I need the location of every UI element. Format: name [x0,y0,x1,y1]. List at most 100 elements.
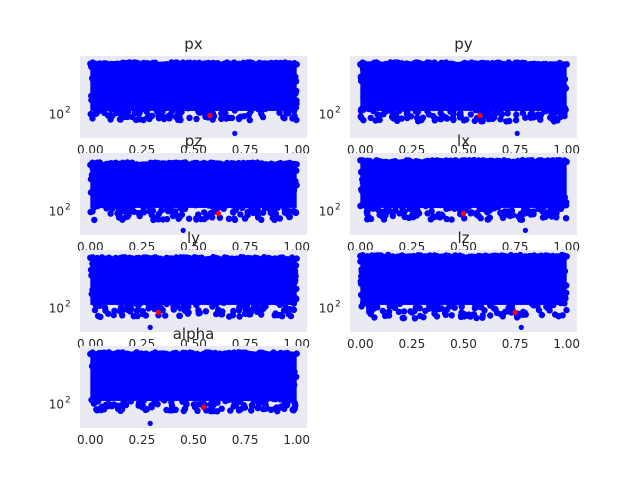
y-tick-label: 10 [319,107,334,121]
scatter-point [215,306,222,313]
scatter-point [281,115,288,122]
scatter-point [459,311,467,319]
scatter-point [196,309,203,316]
subplot-title: ly [187,229,200,247]
scatter-point [479,314,486,321]
scatter-point [431,307,438,314]
subplot-title: alpha [173,325,215,343]
scatter-point [248,407,255,414]
scatter-point [563,253,570,260]
outlier-point [180,227,186,233]
scatter-point [117,303,125,311]
scatter-point [185,303,192,310]
scatter-point [419,114,427,121]
scatter-point [487,109,494,117]
y-tick-label: 10 [49,107,64,121]
scatter-point [416,305,423,312]
scatter-point [451,304,458,311]
scatter-point [450,116,457,124]
scatter-point [245,311,253,318]
scatter-point [292,209,300,217]
scatter-point [470,311,478,318]
scatter-point [285,310,292,318]
scatter-point [521,309,528,316]
scatter-point [397,209,405,217]
scatter-density [360,161,567,208]
scatter-point [272,310,279,317]
y-tick-label: 10 [319,204,334,218]
scatter-point [186,114,193,122]
scatter-point [471,305,479,312]
scatter-point [436,214,444,221]
scatter-points [357,156,570,223]
scatter-density [90,163,297,208]
highlight-point [477,112,483,119]
scatter-point [517,216,524,223]
scatter-point [107,210,114,217]
scatter-points [357,59,570,125]
scatter-point [148,402,155,409]
scatter-point [442,311,449,318]
scatter-point [218,311,226,318]
scatter-point [400,314,408,322]
subplot-title: pz [185,132,203,150]
scatter-point [562,215,570,222]
scatter-point [458,303,465,310]
scatter-point [456,111,463,118]
scatter-point [563,61,570,68]
scatter-point [207,210,214,218]
y-tick-exponent: 2 [65,299,71,309]
scatter-point [221,111,228,118]
scatter-point [237,211,244,218]
scatter-point [467,111,474,118]
scatter-point [487,312,494,319]
scatter-point [193,115,200,123]
scatter-point [175,110,182,117]
scatter-point [193,215,200,222]
scatter-point [289,115,296,122]
scatter-point [286,305,293,313]
y-tick-exponent: 2 [65,202,71,212]
scatter-point [133,307,141,315]
scatter-point [91,110,98,118]
scatter-point [145,305,152,312]
scatter-point [497,209,504,217]
subplot-title: lx [457,132,470,150]
scatter-point [176,312,183,320]
scatter-point [539,214,547,221]
scatter-point [486,214,493,221]
y-tick-label: 10 [319,301,334,315]
scatter-point [125,209,132,216]
x-tick-label: 0.25 [399,337,426,351]
scatter-point [490,114,498,121]
scatter-point [465,311,473,318]
subplot-title: px [184,35,203,53]
scatter-point [262,401,269,409]
scatter-point [504,110,511,117]
scatter-point [448,312,455,319]
scatter-point [430,213,437,220]
scatter-point [527,211,534,218]
scatter-density [90,63,297,111]
scatter-point [506,212,514,220]
scatter-point [258,311,265,318]
scatter-point [414,207,421,214]
scatter-point [232,206,239,214]
scatter-point [563,306,570,314]
y-tick-label: 10 [49,204,64,218]
x-tick-label: 1.00 [283,433,310,447]
x-tick-label: 0.75 [502,337,529,351]
scatter-point [428,208,435,215]
scatter-point [167,207,175,214]
scatter-point [432,115,440,123]
scatter-point [249,207,256,214]
scatter-point [364,207,371,214]
scatter-point [155,210,162,218]
scatter-point [183,401,190,408]
x-tick-label: 0.25 [129,433,156,447]
scatter-point [185,215,193,222]
outlier-point [522,227,529,233]
